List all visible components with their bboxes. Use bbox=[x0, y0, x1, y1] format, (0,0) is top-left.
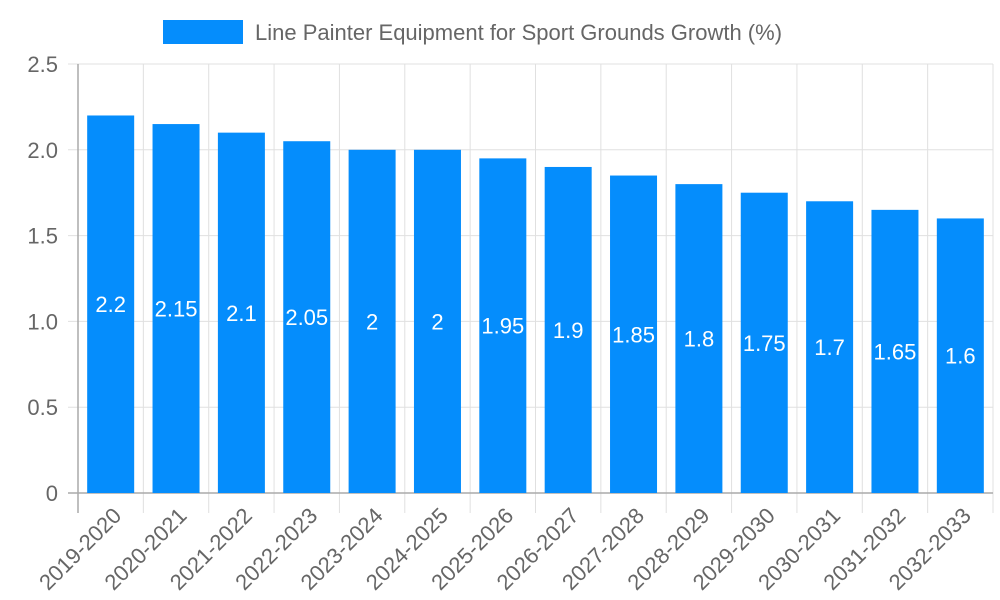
bar-value-label: 1.65 bbox=[874, 339, 917, 364]
gridlines bbox=[68, 63, 994, 513]
bar[interactable] bbox=[479, 158, 527, 493]
bar[interactable] bbox=[740, 192, 788, 493]
bar[interactable] bbox=[283, 141, 331, 493]
y-tick-label: 1.5 bbox=[27, 224, 58, 249]
bar-value-label: 1.75 bbox=[743, 331, 786, 356]
bar[interactable] bbox=[152, 124, 200, 493]
y-tick-label: 0.5 bbox=[27, 395, 58, 420]
bar[interactable] bbox=[610, 175, 658, 494]
bar-value-label: 1.7 bbox=[814, 335, 845, 360]
bar-value-label: 1.95 bbox=[481, 314, 524, 339]
x-axis-tick-labels: 2019-20202020-20212021-20222022-20232023… bbox=[34, 503, 976, 595]
bar-value-label: 1.85 bbox=[612, 322, 655, 347]
bars: 2.2 2.15 2.1 2.05 2 2 1.95 1.9 1.85 1.8 1.75 1.7 1.6… bbox=[87, 115, 984, 494]
bar-value-label: 2 bbox=[366, 309, 378, 334]
bar-value-label: 2 bbox=[431, 309, 443, 334]
axes bbox=[68, 64, 993, 513]
bar[interactable] bbox=[348, 149, 396, 494]
y-axis-tick-labels: 0 0.5 1.0 1.5 2.0 2.5 bbox=[27, 52, 58, 506]
y-tick-label: 1.0 bbox=[27, 309, 58, 334]
bar-value-label: 2.1 bbox=[226, 301, 257, 326]
bar[interactable] bbox=[544, 166, 592, 493]
bar[interactable] bbox=[871, 209, 919, 494]
y-tick-label: 2.5 bbox=[27, 52, 58, 77]
bar[interactable] bbox=[413, 149, 461, 494]
bar-value-label: 2.05 bbox=[285, 305, 328, 330]
legend[interactable]: Line Painter Equipment for Sport Grounds… bbox=[163, 20, 782, 45]
legend-swatch bbox=[163, 20, 243, 44]
bar-value-label: 1.6 bbox=[945, 344, 976, 369]
bar[interactable] bbox=[87, 115, 135, 493]
bar-value-label: 2.15 bbox=[155, 297, 198, 322]
bar[interactable] bbox=[217, 132, 265, 493]
y-tick-label: 2.0 bbox=[27, 138, 58, 163]
bar[interactable] bbox=[675, 184, 723, 493]
bar[interactable] bbox=[936, 218, 984, 493]
y-tick-label: 0 bbox=[46, 481, 58, 506]
bar-value-label: 2.2 bbox=[95, 292, 126, 317]
legend-label: Line Painter Equipment for Sport Grounds… bbox=[255, 20, 782, 45]
bar-value-label: 1.9 bbox=[553, 318, 584, 343]
bar-value-label: 1.8 bbox=[684, 327, 715, 352]
bar[interactable] bbox=[806, 201, 854, 493]
